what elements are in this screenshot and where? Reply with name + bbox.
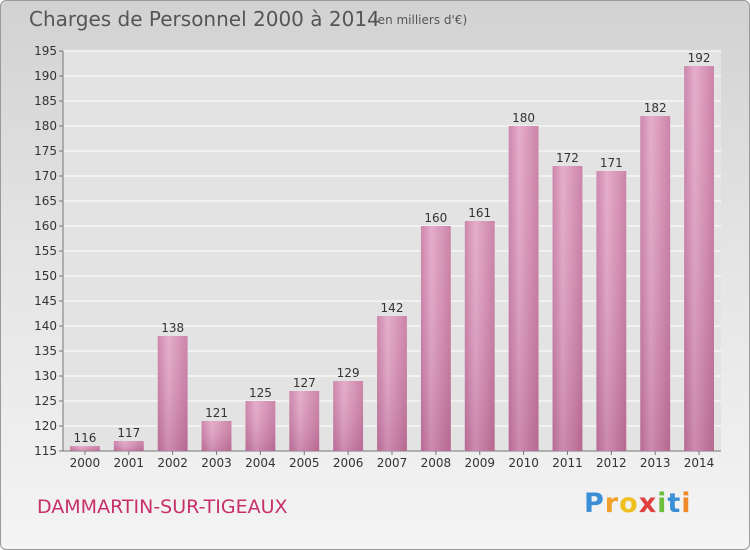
bar-shade	[596, 171, 627, 451]
bar-shade	[684, 66, 714, 451]
x-tick-label: 2008	[421, 456, 452, 470]
y-tick-label: 155	[34, 244, 57, 258]
data-label: 117	[117, 426, 140, 440]
proxiti-logo: Proxiti	[584, 488, 692, 519]
data-label: 172	[556, 151, 579, 165]
logo-letter: t	[667, 488, 682, 519]
bar-shade	[640, 116, 671, 451]
y-tick-label: 130	[34, 369, 57, 383]
logo-letter: x	[638, 488, 658, 519]
bar-shade	[113, 441, 144, 451]
data-label: 182	[644, 101, 667, 115]
data-label: 161	[468, 206, 491, 220]
logo-letter: P	[584, 488, 605, 519]
x-tick-label: 2007	[377, 456, 408, 470]
bar-shade	[201, 421, 232, 451]
x-tick-label: 2011	[552, 456, 583, 470]
x-tick-label: 2012	[596, 456, 627, 470]
bar-shade	[508, 126, 539, 451]
x-tick-label: 2005	[289, 456, 320, 470]
data-label: 127	[293, 376, 316, 390]
data-label: 125	[249, 386, 272, 400]
y-tick-label: 140	[34, 319, 57, 333]
x-tick-label: 2003	[201, 456, 232, 470]
data-label: 138	[161, 321, 184, 335]
x-tick-label: 2000	[70, 456, 101, 470]
data-label: 121	[205, 406, 228, 420]
data-label: 171	[600, 156, 623, 170]
logo-letter: i	[681, 488, 692, 519]
x-tick-label: 2014	[684, 456, 715, 470]
x-tick-label: 2002	[157, 456, 188, 470]
bar-shade	[245, 401, 276, 451]
bar-shade	[70, 446, 100, 451]
y-tick-label: 180	[34, 119, 57, 133]
y-tick-label: 135	[34, 344, 57, 358]
bar-shade	[420, 226, 451, 451]
y-tick-label: 195	[34, 44, 57, 58]
logo-letter: r	[604, 488, 620, 519]
data-label: 129	[337, 366, 360, 380]
y-tick-label: 150	[34, 269, 57, 283]
bar-shade	[157, 336, 188, 451]
logo-letter: o	[619, 488, 639, 519]
x-tick-label: 2006	[333, 456, 364, 470]
y-tick-label: 120	[34, 419, 57, 433]
logo-letter: i	[657, 488, 668, 519]
x-tick-label: 2009	[464, 456, 495, 470]
chart-title: Charges de Personnel 2000 à 2014	[29, 7, 380, 31]
data-label: 180	[512, 111, 535, 125]
data-label: 160	[424, 211, 447, 225]
y-tick-label: 190	[34, 69, 57, 83]
y-tick-label: 115	[34, 444, 57, 458]
y-tick-label: 170	[34, 169, 57, 183]
y-tick-label: 175	[34, 144, 57, 158]
y-tick-label: 185	[34, 94, 57, 108]
bar-shade	[377, 316, 407, 451]
bar-shade	[333, 381, 364, 451]
data-label: 142	[381, 301, 404, 315]
x-tick-label: 2001	[114, 456, 145, 470]
bar-shade	[289, 391, 320, 451]
x-tick-label: 2013	[640, 456, 671, 470]
data-label: 116	[73, 431, 96, 445]
y-tick-label: 125	[34, 394, 57, 408]
bar-shade	[552, 166, 583, 451]
chart-subtitle: (en milliers d'€)	[373, 13, 468, 27]
data-label: 192	[688, 51, 711, 65]
commune-name: DAMMARTIN-SUR-TIGEAUX	[37, 496, 288, 518]
y-tick-label: 165	[34, 194, 57, 208]
x-tick-label: 2004	[245, 456, 276, 470]
bar-shade	[464, 221, 495, 451]
y-tick-label: 160	[34, 219, 57, 233]
y-tick-label: 145	[34, 294, 57, 308]
x-tick-label: 2010	[508, 456, 539, 470]
